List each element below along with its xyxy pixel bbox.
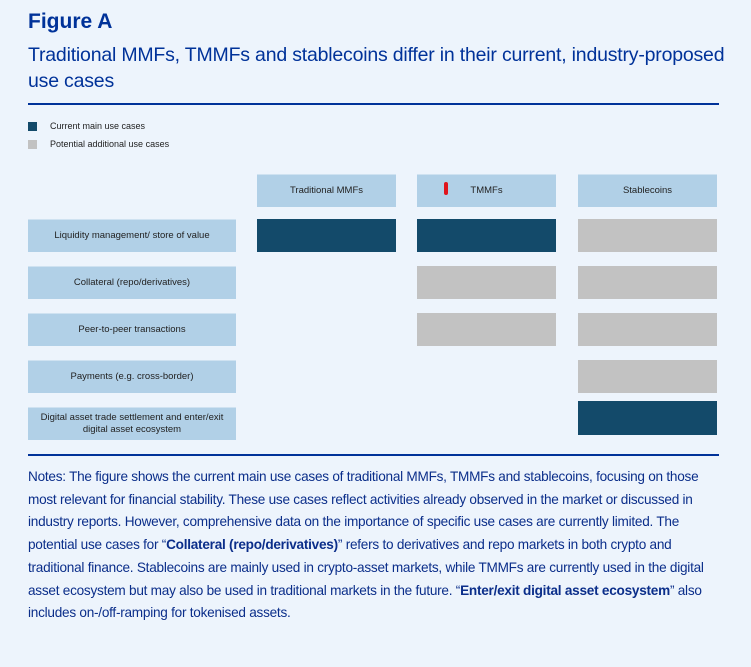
- notes-emphasis: Collateral (repo/derivatives): [166, 537, 338, 553]
- legend-swatch-potential: [28, 139, 37, 149]
- legend-label: Current main use cases: [50, 121, 146, 131]
- matrix-cell-potential: [578, 266, 717, 299]
- matrix-cell-potential: [578, 219, 717, 252]
- column-header: Stablecoins: [578, 174, 717, 207]
- row-label: Liquidity management/ store of value: [28, 219, 236, 252]
- legend-item-potential: Potential additional use cases: [28, 139, 169, 149]
- matrix-cell-current: [578, 401, 717, 435]
- row-label: Payments (e.g. cross-border): [28, 360, 236, 393]
- matrix-cell-potential: [417, 313, 556, 346]
- notes-emphasis: Enter/exit digital asset ecosystem: [460, 582, 670, 598]
- red-marker-icon: [444, 182, 448, 195]
- legend-swatch-current: [28, 121, 37, 131]
- row-label: Peer-to-peer transactions: [28, 313, 236, 346]
- row-label: Digital asset trade settlement and enter…: [28, 407, 236, 440]
- legend-item-current: Current main use cases: [28, 121, 145, 131]
- matrix-cell-potential: [578, 360, 717, 393]
- notes-text: ” refers to derivatives and repo markets…: [28, 537, 704, 598]
- top-divider: [28, 103, 719, 105]
- matrix-cell-potential: [417, 266, 556, 299]
- notes-text: Notes: The figure shows the current main…: [28, 469, 699, 553]
- bottom-divider: [28, 454, 719, 456]
- figure-label: Figure A: [28, 10, 113, 33]
- matrix-cell-current: [257, 219, 396, 252]
- row-label: Collateral (repo/derivatives): [28, 266, 236, 299]
- legend-label: Potential additional use cases: [50, 139, 170, 149]
- matrix-cell-current: [417, 219, 556, 252]
- notes-text: ” also includes on-/off-ramping for toke…: [28, 582, 702, 621]
- column-header: Traditional MMFs: [257, 174, 396, 207]
- notes: Notes: The figure shows the current main…: [28, 466, 728, 625]
- matrix-cell-potential: [578, 313, 717, 346]
- figure-title: Traditional MMFs, TMMFs and stablecoins …: [28, 44, 725, 92]
- column-header: TMMFs: [417, 174, 556, 207]
